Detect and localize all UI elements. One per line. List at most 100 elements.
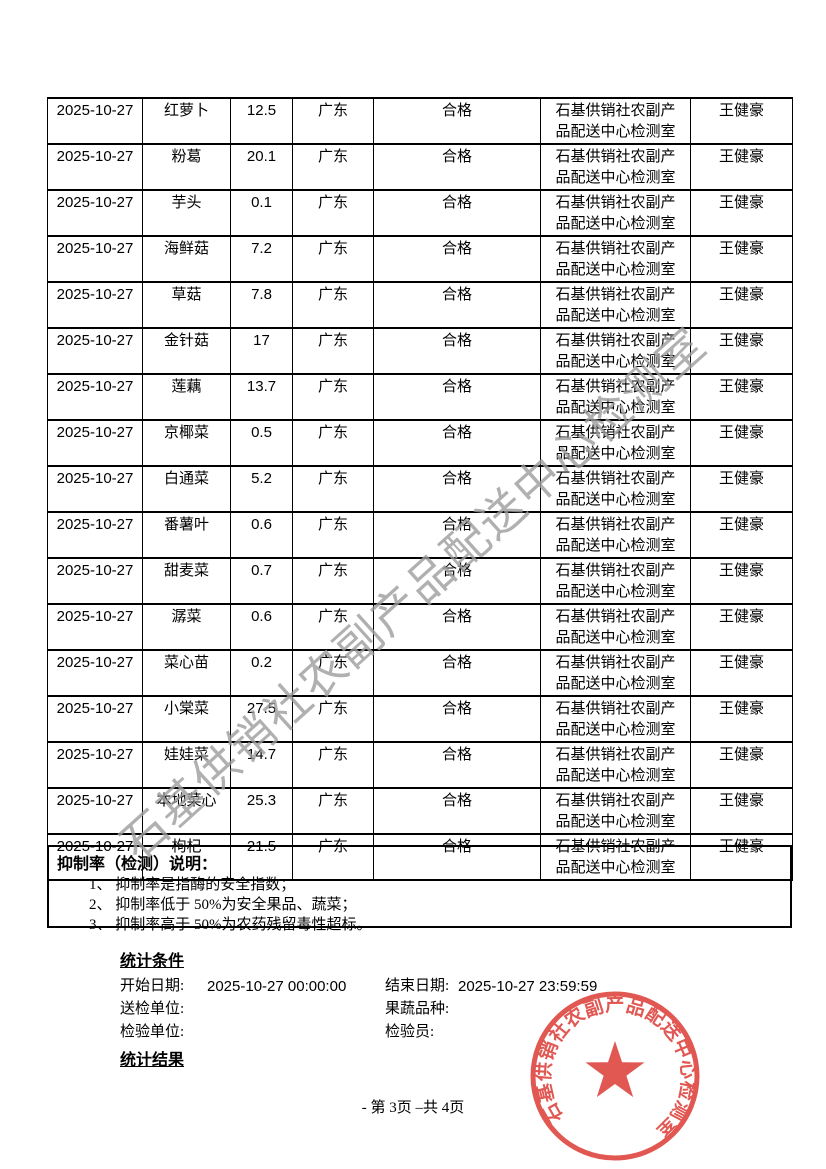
region-cell: 广东	[292, 373, 374, 421]
date-cell: 2025-10-27	[47, 603, 143, 651]
testing-lab-line: 石基供销社农副产	[555, 425, 676, 441]
testing-lab-line: 石基供销社农副产	[555, 333, 676, 349]
result-cell: 合格	[373, 695, 541, 743]
result-cell: 合格	[373, 787, 541, 835]
inhibition-value-cell: 25.3	[230, 787, 293, 835]
inspector-cell: 王健豪	[690, 189, 793, 237]
inspector-value	[458, 1021, 638, 1044]
inspector-cell: 王健豪	[690, 741, 793, 789]
inspector-cell: 王健豪	[690, 281, 793, 329]
produce-type-value	[458, 998, 638, 1021]
testing-lab-cell: 石基供销社农副产 品配送中心检测室	[540, 787, 691, 835]
inhibition-value-cell: 14.7	[230, 741, 293, 789]
notes-title: 抑制率（检测）说明：	[57, 856, 218, 873]
testing-lab-line: 品配送中心检测室	[555, 170, 676, 186]
product-cell: 本地菜心	[142, 787, 231, 835]
inspector-cell: 王健豪	[690, 327, 793, 375]
inhibition-value-cell: 7.2	[230, 235, 293, 283]
date-cell: 2025-10-27	[47, 281, 143, 329]
region-cell: 广东	[292, 327, 374, 375]
results-table-body: 2025-10-27 红萝卜 12.5 广东 合格 石基供销社农副产 品配送中心检测室 王健豪…	[47, 97, 793, 881]
testing-lab-cell: 石基供销社农副产 品配送中心检测室	[540, 649, 691, 697]
inhibition-value-cell: 0.6	[230, 603, 293, 651]
table-row: 2025-10-27 海鲜菇 7.2 广东 合格 石基供销社农副产 品配送中心检测室 王健豪	[47, 235, 793, 283]
result-cell: 合格	[373, 327, 541, 375]
testing-lab-line: 品配送中心检测室	[555, 676, 676, 692]
testing-lab-cell: 石基供销社农副产 品配送中心检测室	[540, 511, 691, 559]
statistics-conditions-section: 统计条件 开始日期: 2025-10-27 00:00:00 结束日期: 202…	[120, 947, 638, 1044]
testing-lab-cell: 石基供销社农副产 品配送中心检测室	[540, 695, 691, 743]
table-row: 2025-10-27 潺菜 0.6 广东 合格 石基供销社农副产 品配送中心检测室 王健豪	[47, 603, 793, 651]
inspector-cell: 王健豪	[690, 511, 793, 559]
end-date-value: 2025-10-27 23:59:59	[458, 978, 598, 995]
testing-lab-line: 品配送中心检测室	[555, 584, 676, 600]
testing-lab-cell: 石基供销社农副产 品配送中心检测室	[540, 419, 691, 467]
result-cell: 合格	[373, 235, 541, 283]
testing-lab-line: 石基供销社农副产	[555, 517, 676, 533]
inhibition-value-cell: 27.5	[230, 695, 293, 743]
date-cell: 2025-10-27	[47, 327, 143, 375]
inspector-cell: 王健豪	[690, 649, 793, 697]
inspector-cell: 王健豪	[690, 557, 793, 605]
region-cell: 广东	[292, 741, 374, 789]
testing-lab-line: 石基供销社农副产	[555, 701, 676, 717]
region-cell: 广东	[292, 833, 374, 881]
inspection-results-table: 2025-10-27 红萝卜 12.5 广东 合格 石基供销社农副产 品配送中心检测室 王健豪…	[47, 97, 793, 881]
table-row: 2025-10-27 小棠菜 27.5 广东 合格 石基供销社农副产 品配送中心检测室 王健豪	[47, 695, 793, 743]
testing-lab-line: 石基供销社农副产	[555, 747, 676, 763]
testing-lab-cell: 石基供销社农副产 品配送中心检测室	[540, 833, 691, 881]
date-cell: 2025-10-27	[47, 143, 143, 191]
inhibition-value-cell: 0.6	[230, 511, 293, 559]
region-cell: 广东	[292, 419, 374, 467]
product-cell: 甜麦菜	[142, 557, 231, 605]
inspector-cell: 王健豪	[690, 787, 793, 835]
testing-lab-line: 石基供销社农副产	[555, 609, 676, 625]
inspector-cell: 王健豪	[690, 695, 793, 743]
date-cell: 2025-10-27	[47, 695, 143, 743]
inspector-cell: 王健豪	[690, 235, 793, 283]
sending-unit-value	[207, 998, 385, 1021]
inspector-label: 检验员:	[385, 1024, 435, 1040]
statistics-conditions-title: 统计条件	[120, 953, 185, 970]
product-cell: 白通菜	[142, 465, 231, 513]
notes-item-1: 1、 抑制率是指酶的安全指数；	[89, 877, 296, 893]
testing-lab-line: 品配送中心检测室	[555, 630, 676, 646]
table-row: 2025-10-27 芋头 0.1 广东 合格 石基供销社农副产 品配送中心检测室 王健豪	[47, 189, 793, 237]
date-cell: 2025-10-27	[47, 649, 143, 697]
testing-lab-line: 石基供销社农副产	[555, 103, 676, 119]
region-cell: 广东	[292, 143, 374, 191]
testing-lab-line: 品配送中心检测室	[555, 354, 676, 370]
testing-lab-line: 石基供销社农副产	[555, 149, 676, 165]
region-cell: 广东	[292, 97, 374, 145]
testing-lab-cell: 石基供销社农副产 品配送中心检测室	[540, 741, 691, 789]
testing-lab-line: 石基供销社农副产	[555, 563, 676, 579]
inhibition-value-cell: 0.5	[230, 419, 293, 467]
table-row: 2025-10-27 甜麦菜 0.7 广东 合格 石基供销社农副产 品配送中心检测室 王健豪	[47, 557, 793, 605]
start-date-label: 开始日期:	[120, 978, 185, 994]
statistics-results-title: 统计结果	[120, 1052, 185, 1069]
testing-lab-line: 品配送中心检测室	[555, 216, 676, 232]
region-cell: 广东	[292, 787, 374, 835]
table-row: 2025-10-27 枸杞 21.5 广东 合格 石基供销社农副产 品配送中心检测室 王健豪	[47, 833, 793, 881]
notes-item-2: 2、 抑制率低于 50%为安全果品、蔬菜；	[89, 897, 357, 913]
inhibition-value-cell: 5.2	[230, 465, 293, 513]
table-row: 2025-10-27 红萝卜 12.5 广东 合格 石基供销社农副产 品配送中心检测室 王健豪	[47, 97, 793, 145]
testing-lab-cell: 石基供销社农副产 品配送中心检测室	[540, 189, 691, 237]
testing-lab-line: 品配送中心检测室	[555, 492, 676, 508]
region-cell: 广东	[292, 235, 374, 283]
table-row: 2025-10-27 白通菜 5.2 广东 合格 石基供销社农副产 品配送中心检测室 王健豪	[47, 465, 793, 513]
product-cell: 枸杞	[142, 833, 231, 881]
testing-lab-cell: 石基供销社农副产 品配送中心检测室	[540, 97, 691, 145]
table-row: 2025-10-27 粉葛 20.1 广东 合格 石基供销社农副产 品配送中心检测室 王健豪	[47, 143, 793, 191]
testing-lab-line: 品配送中心检测室	[555, 538, 676, 554]
region-cell: 广东	[292, 649, 374, 697]
table-row: 2025-10-27 草菇 7.8 广东 合格 石基供销社农副产 品配送中心检测室 王健豪	[47, 281, 793, 329]
product-cell: 小棠菜	[142, 695, 231, 743]
inhibition-rate-notes-box: 抑制率（检测）说明： 1、 抑制率是指酶的安全指数； 2、 抑制率低于 50%为…	[47, 845, 792, 933]
inspector-cell: 王健豪	[690, 373, 793, 421]
product-cell: 潺菜	[142, 603, 231, 651]
product-cell: 京椰菜	[142, 419, 231, 467]
testing-lab-line: 品配送中心检测室	[555, 768, 676, 784]
testing-lab-cell: 石基供销社农副产 品配送中心检测室	[540, 465, 691, 513]
inspector-cell: 王健豪	[690, 465, 793, 513]
